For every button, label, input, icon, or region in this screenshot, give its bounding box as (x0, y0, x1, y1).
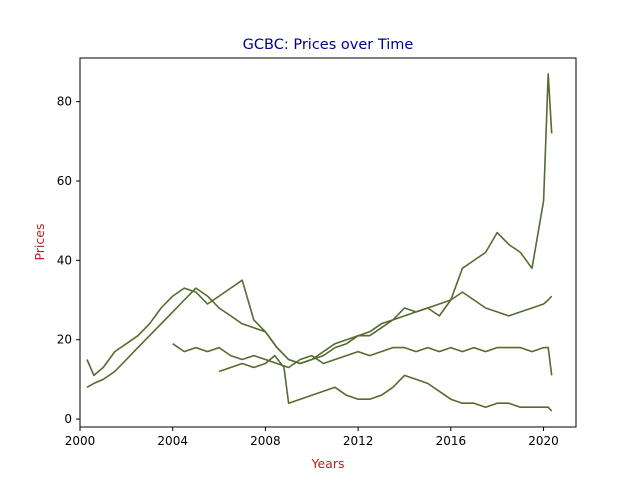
x-tick-label: 2000 (65, 434, 96, 448)
price-series-line-4 (218, 354, 553, 412)
series-layer (86, 73, 553, 412)
ticks-layer: 2000 2004 2008 2012 2016 2020 0 20 40 60 80 (57, 95, 559, 448)
price-series-line-1 (86, 73, 553, 377)
chart-title: GCBC: Prices over Time (243, 37, 414, 53)
price-series-line-2 (86, 287, 553, 388)
x-tick-label: 2020 (528, 434, 559, 448)
plot-frame (79, 57, 577, 428)
x-tick-label: 2004 (157, 434, 188, 448)
y-tick-label: 40 (57, 253, 72, 267)
price-series-line-3 (172, 343, 553, 376)
x-tick-label: 2008 (250, 434, 281, 448)
y-tick-label: 80 (57, 95, 72, 109)
x-tick-label: 2016 (436, 434, 467, 448)
y-tick-label: 0 (64, 412, 72, 426)
x-axis-label: Years (311, 456, 345, 471)
y-tick-label: 60 (57, 174, 72, 188)
y-tick-label: 20 (57, 333, 72, 347)
y-axis-label: Prices (32, 223, 47, 260)
x-tick-label: 2012 (343, 434, 374, 448)
